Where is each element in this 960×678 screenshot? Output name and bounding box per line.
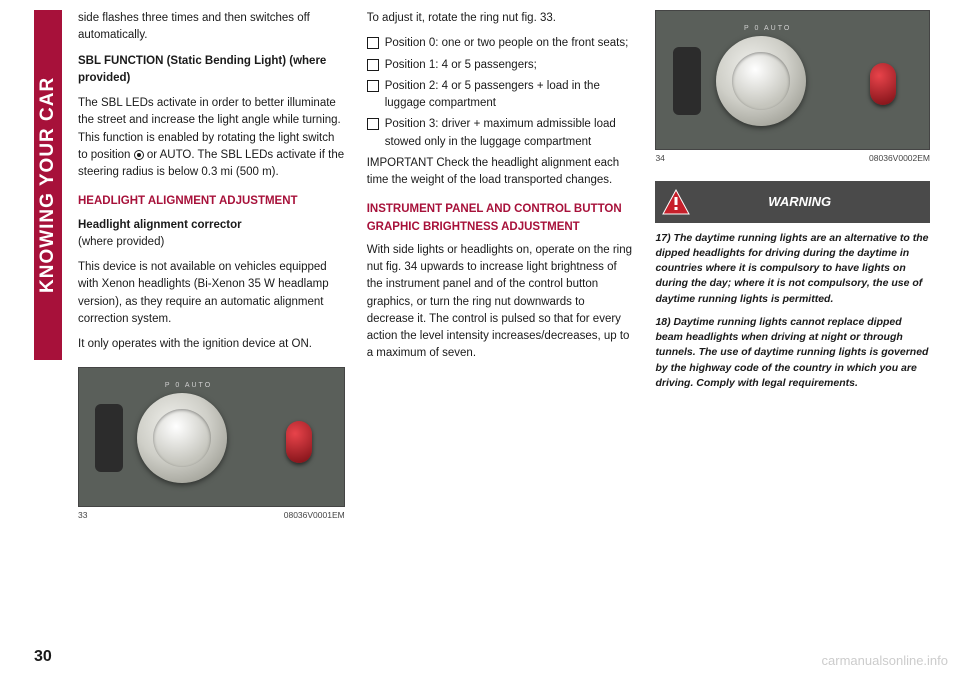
sbl-title: SBL FUNCTION (Static Bending Light) (whe…: [78, 53, 345, 88]
figure-34: P 0 AUTO 34 08036V0002EM: [655, 10, 930, 165]
pos-1-text: Position 1: 4 or 5 passengers;: [385, 57, 537, 74]
pos-2-text: Position 2: 4 or 5 passengers + load in …: [385, 78, 634, 113]
position-box-icon: [367, 59, 379, 71]
page-number: 30: [34, 648, 52, 666]
side-tab: KNOWING YOUR CAR: [34, 10, 62, 360]
warning-17: 17) The daytime running lights are an al…: [655, 231, 930, 307]
corrector-body-1: This device is not available on vehicles…: [78, 259, 345, 328]
fig-34-code: 08036V0002EM: [869, 152, 930, 165]
adjust-intro: To adjust it, rotate the ring nut fig. 3…: [367, 10, 634, 27]
watermark: carmanualsonline.info: [822, 653, 948, 668]
position-box-icon: [367, 37, 379, 49]
corrector-title: Headlight alignment corrector (where pro…: [78, 217, 345, 252]
pos-3-text: Position 3: driver + maximum admissible …: [385, 116, 634, 151]
pos-0-text: Position 0: one or two people on the fro…: [385, 35, 629, 52]
warning-18: 18) Daytime running lights cannot replac…: [655, 315, 930, 391]
warning-text-block: 17) The daytime running lights are an al…: [655, 231, 930, 399]
pos-1-row: Position 1: 4 or 5 passengers;: [367, 57, 634, 74]
figure-34-image: P 0 AUTO: [655, 10, 930, 150]
warning-triangle-icon: [661, 187, 691, 217]
pos-3-row: Position 3: driver + maximum admissible …: [367, 116, 634, 151]
fig-33-code: 08036V0001EM: [284, 509, 345, 522]
fig-33-num: 33: [78, 509, 87, 522]
intro-text: side flashes three times and then switch…: [78, 10, 345, 45]
panel-body: With side lights or headlights on, opera…: [367, 242, 634, 363]
figure-33: P 0 AUTO 33 08036V0001EM: [78, 367, 345, 522]
fig-34-num: 34: [655, 152, 664, 165]
column-2: To adjust it, rotate the ring nut fig. 3…: [367, 10, 634, 658]
sbl-body: The SBL LEDs activate in order to better…: [78, 95, 345, 181]
column-1: side flashes three times and then switch…: [78, 10, 345, 658]
pos-0-row: Position 0: one or two people on the fro…: [367, 35, 634, 52]
pos-2-row: Position 2: 4 or 5 passengers + load in …: [367, 78, 634, 113]
figure-33-image: P 0 AUTO: [78, 367, 345, 507]
position-box-icon: [367, 80, 379, 92]
panel-brightness-heading: INSTRUMENT PANEL AND CONTROL BUTTON GRAP…: [367, 201, 634, 236]
important-note: IMPORTANT Check the headlight alignment …: [367, 155, 634, 190]
warning-banner: WARNING: [655, 181, 930, 223]
warning-label: WARNING: [699, 192, 930, 212]
position-box-icon: [367, 118, 379, 130]
column-3: P 0 AUTO 34 08036V0002EM WARNING 17) The…: [655, 10, 930, 658]
page-columns: side flashes three times and then switch…: [78, 10, 930, 658]
corrector-body-2: It only operates with the ignition devic…: [78, 336, 345, 353]
headlight-alignment-heading: HEADLIGHT ALIGNMENT ADJUSTMENT: [78, 193, 345, 210]
